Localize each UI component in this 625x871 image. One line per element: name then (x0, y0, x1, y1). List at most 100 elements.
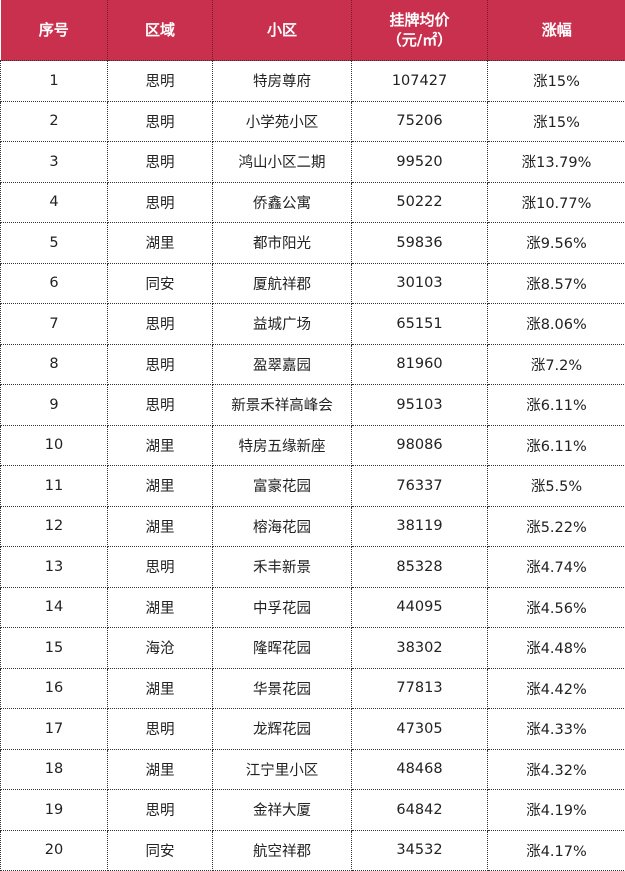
table-row: 11 湖里 富豪花园 76337 涨5.5% (0, 465, 625, 507)
change-cell: 涨10.77% (487, 181, 625, 223)
rank-cell: 20 (0, 829, 108, 871)
community-cell: 中孚花园 (212, 586, 352, 628)
rank-cell: 9 (0, 384, 108, 426)
rank-cell: 12 (0, 505, 108, 547)
header-price-title: 挂牌均价 (389, 11, 450, 29)
rank-cell: 8 (0, 343, 108, 385)
change-cell: 涨6.11% (487, 424, 625, 466)
rank-cell: 18 (0, 748, 108, 790)
table-row: 9 思明 新景禾祥高峰会 95103 涨6.11% (0, 384, 625, 426)
header-change: 涨幅 (487, 0, 625, 61)
change-cell: 涨8.57% (487, 262, 625, 304)
change-cell: 涨15% (487, 60, 625, 102)
rank-cell: 6 (0, 262, 108, 304)
price-cell: 30103 (351, 262, 488, 304)
district-cell: 湖里 (107, 424, 213, 466)
change-cell: 涨7.2% (487, 343, 625, 385)
district-cell: 湖里 (107, 667, 213, 709)
change-cell: 涨6.11% (487, 384, 625, 426)
community-cell: 新景禾祥高峰会 (212, 384, 352, 426)
header-price: 挂牌均价 （元/㎡） (351, 0, 488, 61)
change-cell: 涨15% (487, 100, 625, 142)
header-community: 小区 (212, 0, 352, 61)
table-row: 10 湖里 特房五缘新座 98086 涨6.11% (0, 424, 625, 466)
price-cell: 47305 (351, 708, 488, 750)
change-cell: 涨4.17% (487, 829, 625, 871)
price-cell: 64842 (351, 789, 488, 831)
district-cell: 思明 (107, 384, 213, 426)
change-cell: 涨4.48% (487, 627, 625, 669)
table-row: 14 湖里 中孚花园 44095 涨4.56% (0, 586, 625, 628)
table-row: 5 湖里 都市阳光 59836 涨9.56% (0, 222, 625, 264)
community-cell: 隆晖花园 (212, 627, 352, 669)
price-cell: 59836 (351, 222, 488, 264)
change-cell: 涨13.79% (487, 141, 625, 183)
community-cell: 航空祥郡 (212, 829, 352, 871)
table-body: 1 思明 特房尊府 107427 涨15% 2 思明 小学苑小区 75206 涨15% 3 思明 鸿山小… (0, 60, 625, 871)
table-row: 6 同安 厦航祥郡 30103 涨8.57% (0, 262, 625, 304)
table-row: 8 思明 盈翠嘉园 81960 涨7.2% (0, 343, 625, 385)
price-cell: 81960 (351, 343, 488, 385)
rank-cell: 4 (0, 181, 108, 223)
change-cell: 涨5.22% (487, 505, 625, 547)
community-cell: 侨鑫公寓 (212, 181, 352, 223)
community-cell: 小学苑小区 (212, 100, 352, 142)
district-cell: 同安 (107, 262, 213, 304)
price-cell: 65151 (351, 303, 488, 345)
table-row: 20 同安 航空祥郡 34532 涨4.17% (0, 829, 625, 871)
header-district: 区域 (107, 0, 213, 61)
district-cell: 思明 (107, 100, 213, 142)
table-row: 2 思明 小学苑小区 75206 涨15% (0, 100, 625, 142)
community-cell: 华景花园 (212, 667, 352, 709)
community-cell: 厦航祥郡 (212, 262, 352, 304)
table-row: 1 思明 特房尊府 107427 涨15% (0, 60, 625, 102)
rank-cell: 10 (0, 424, 108, 466)
header-price-unit: （元/㎡） (386, 31, 453, 49)
community-cell: 榕海花园 (212, 505, 352, 547)
price-cell: 95103 (351, 384, 488, 426)
rank-cell: 2 (0, 100, 108, 142)
table-row: 7 思明 益城广场 65151 涨8.06% (0, 303, 625, 345)
rank-cell: 5 (0, 222, 108, 264)
table-row: 19 思明 金祥大厦 64842 涨4.19% (0, 789, 625, 831)
community-cell: 江宁里小区 (212, 748, 352, 790)
table-row: 17 思明 龙辉花园 47305 涨4.33% (0, 708, 625, 750)
community-cell: 益城广场 (212, 303, 352, 345)
district-cell: 思明 (107, 708, 213, 750)
community-cell: 都市阳光 (212, 222, 352, 264)
price-cell: 34532 (351, 829, 488, 871)
table-row: 15 海沧 隆晖花园 38302 涨4.48% (0, 627, 625, 669)
price-cell: 98086 (351, 424, 488, 466)
price-cell: 48468 (351, 748, 488, 790)
district-cell: 湖里 (107, 748, 213, 790)
district-cell: 湖里 (107, 505, 213, 547)
district-cell: 思明 (107, 546, 213, 588)
change-cell: 涨4.74% (487, 546, 625, 588)
change-cell: 涨4.56% (487, 586, 625, 628)
community-cell: 盈翠嘉园 (212, 343, 352, 385)
community-cell: 特房五缘新座 (212, 424, 352, 466)
district-cell: 思明 (107, 141, 213, 183)
change-cell: 涨5.5% (487, 465, 625, 507)
rank-cell: 19 (0, 789, 108, 831)
table-row: 18 湖里 江宁里小区 48468 涨4.32% (0, 748, 625, 790)
district-cell: 思明 (107, 181, 213, 223)
district-cell: 思明 (107, 343, 213, 385)
rank-cell: 11 (0, 465, 108, 507)
price-cell: 77813 (351, 667, 488, 709)
rank-cell: 16 (0, 667, 108, 709)
community-cell: 特房尊府 (212, 60, 352, 102)
change-cell: 涨4.19% (487, 789, 625, 831)
price-cell: 76337 (351, 465, 488, 507)
table-row: 13 思明 禾丰新景 85328 涨4.74% (0, 546, 625, 588)
district-cell: 湖里 (107, 586, 213, 628)
district-cell: 同安 (107, 829, 213, 871)
price-cell: 107427 (351, 60, 488, 102)
district-cell: 思明 (107, 60, 213, 102)
price-cell: 38302 (351, 627, 488, 669)
price-cell: 50222 (351, 181, 488, 223)
rank-cell: 7 (0, 303, 108, 345)
price-cell: 75206 (351, 100, 488, 142)
district-cell: 思明 (107, 789, 213, 831)
